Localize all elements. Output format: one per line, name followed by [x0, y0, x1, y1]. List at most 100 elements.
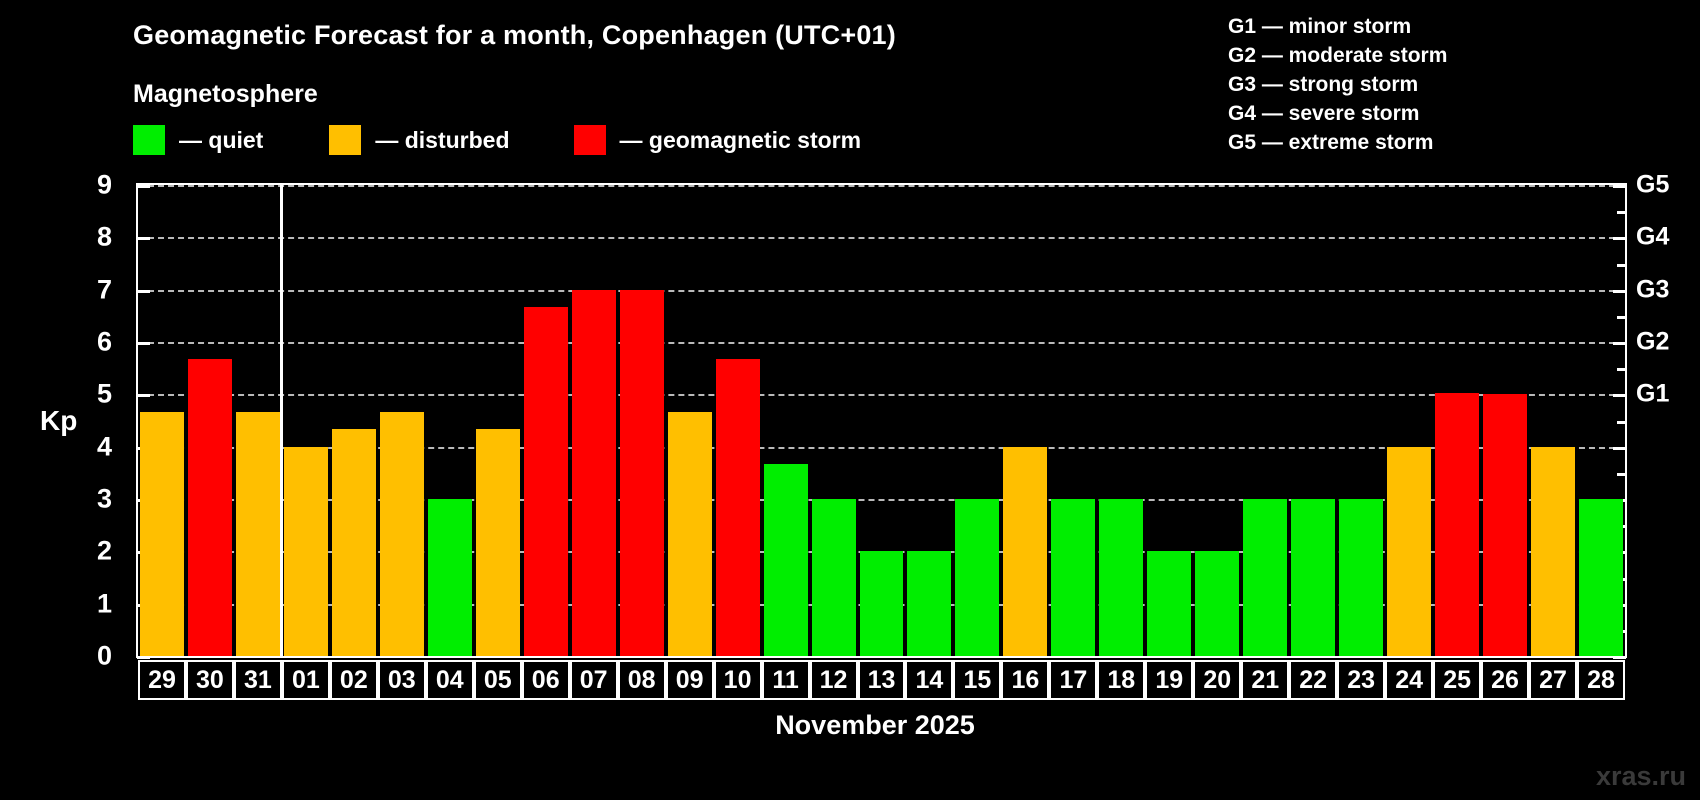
x-axis-day-29: 29 [138, 660, 186, 700]
y-halftick-right-6 [1617, 315, 1626, 319]
gridline-kp-4 [138, 446, 1625, 449]
y-tick-9-right [1613, 185, 1626, 188]
bar-day-27 [1531, 446, 1576, 656]
y-halftick-right-5 [1617, 368, 1626, 372]
x-axis-day-20: 20 [1193, 660, 1242, 700]
chart-plot-area [136, 183, 1627, 659]
bar-day-17 [1051, 499, 1096, 656]
bar-day-29 [140, 411, 184, 656]
y-axis-tick-label-7: 7 [96, 274, 112, 305]
gridline-kp-3 [138, 499, 1625, 501]
month-separator-line [280, 185, 284, 656]
y-halftick-right-4 [1617, 420, 1626, 424]
x-axis-day-07: 07 [569, 660, 618, 700]
gridline-kp-5 [138, 394, 1625, 397]
x-axis-day-23: 23 [1337, 660, 1386, 700]
magnetosphere-heading: Magnetosphere [133, 80, 318, 108]
bar-day-24 [1387, 446, 1432, 656]
y-tick-5-right [1613, 394, 1626, 398]
y-axis-tick-label-5: 5 [96, 378, 112, 409]
x-axis-title: November 2025 [775, 710, 975, 740]
g-axis-label-g3: G3 [1636, 275, 1670, 304]
g-scale-item-g1: G1 — minor storm [1228, 15, 1412, 38]
y-tick-6 [137, 342, 150, 345]
bar-day-02 [331, 429, 376, 656]
gridline-kp-8 [138, 237, 1625, 240]
y-halftick-right-7 [1617, 263, 1626, 267]
legend-label-disturbed: — disturbed [375, 126, 510, 153]
bar-day-22 [1291, 499, 1336, 656]
g-scale-item-g4: G4 — severe storm [1228, 102, 1420, 125]
y-axis-tick-label-3: 3 [96, 483, 112, 514]
g-scale-legend: G1 — minor storm G2 — moderate storm G3 … [1228, 12, 1447, 157]
x-axis-day-18: 18 [1097, 660, 1146, 700]
bar-day-13 [859, 551, 904, 656]
x-axis-day-labels: 29 30 31 01 02 03 04 05 06 07 08 09 10 11 12 13 14 15 16 17… [136, 660, 1627, 700]
g-axis-labels: G1 G2 G3 G4 G5 [1636, 171, 1700, 658]
watermark: xras.ru [1595, 761, 1686, 791]
bar-day-25 [1435, 392, 1480, 656]
bar-day-05 [475, 429, 520, 656]
y-halftick-right-3 [1617, 472, 1626, 476]
bar-day-18 [1099, 499, 1144, 656]
bar-day-23 [1339, 499, 1384, 656]
g-axis-label-g2: G2 [1636, 327, 1670, 356]
x-axis-day-01: 01 [281, 660, 330, 700]
legend-label-quiet: — quiet [179, 126, 264, 153]
y-tick-7-right [1613, 289, 1626, 293]
chart-bars [138, 185, 1625, 656]
magnetosphere-legend: — quiet — disturbed — geomagnetic storm [133, 125, 861, 155]
g-axis-label-g4: G4 [1636, 222, 1670, 251]
x-axis-day-09: 09 [665, 660, 714, 700]
y-tick-0 [137, 656, 150, 659]
y-tick-8-right [1613, 237, 1626, 241]
legend-swatch-disturbed [329, 125, 362, 155]
y-axis-tick-label-6: 6 [96, 326, 112, 357]
g-axis-label-g1: G1 [1636, 379, 1670, 408]
x-axis-day-06: 06 [521, 660, 570, 700]
gridline-kp-7 [138, 289, 1625, 292]
x-axis-day-04: 04 [425, 660, 474, 700]
x-axis-day-02: 02 [329, 660, 378, 700]
legend-item-storm: — geomagnetic storm [573, 125, 862, 155]
gridline-kp-6 [138, 342, 1625, 344]
y-tick-9 [137, 185, 150, 188]
g-scale-item-g3: G3 — strong storm [1228, 73, 1419, 96]
bar-day-14 [907, 551, 952, 656]
bar-day-04 [427, 499, 472, 656]
bar-day-16 [1003, 446, 1048, 656]
legend-swatch-quiet [133, 125, 165, 155]
bar-day-21 [1243, 499, 1288, 656]
gridline-kp-9 [138, 185, 1625, 187]
bar-day-09 [667, 411, 712, 656]
bar-day-15 [955, 499, 1000, 656]
bar-day-10 [715, 359, 760, 656]
x-axis-day-31: 31 [233, 660, 282, 700]
x-axis-day-24: 24 [1385, 660, 1434, 700]
x-axis-day-13: 13 [857, 660, 906, 700]
y-tick-5 [137, 394, 150, 398]
y-axis-tick-label-1: 1 [96, 588, 112, 619]
x-axis-day-08: 08 [617, 660, 666, 700]
bar-day-11 [763, 463, 808, 656]
bar-day-12 [811, 499, 856, 656]
g-axis-label-g5: G5 [1636, 170, 1670, 199]
x-axis-day-11: 11 [761, 660, 810, 700]
x-axis-day-03: 03 [377, 660, 426, 700]
y-halftick-right-8 [1617, 211, 1626, 215]
y-tick-4-right [1613, 446, 1626, 450]
x-axis-day-05: 05 [473, 660, 522, 700]
bar-day-28 [1579, 499, 1623, 656]
g-scale-item-g5: G5 — extreme storm [1228, 131, 1434, 154]
bar-day-08 [619, 289, 664, 656]
bar-day-30 [187, 359, 232, 656]
bar-day-03 [379, 411, 424, 656]
x-axis-day-22: 22 [1289, 660, 1338, 700]
y-axis-tick-label-8: 8 [96, 221, 112, 252]
y-tick-6-right [1613, 342, 1626, 345]
page-title: Geomagnetic Forecast for a month, Copenh… [133, 20, 896, 50]
y-axis-labels: 0 1 2 3 4 5 6 7 8 9 [0, 170, 136, 671]
y-axis-tick-label-2: 2 [96, 535, 112, 566]
legend-label-storm: — geomagnetic storm [619, 126, 862, 153]
x-axis-day-28: 28 [1577, 660, 1625, 700]
